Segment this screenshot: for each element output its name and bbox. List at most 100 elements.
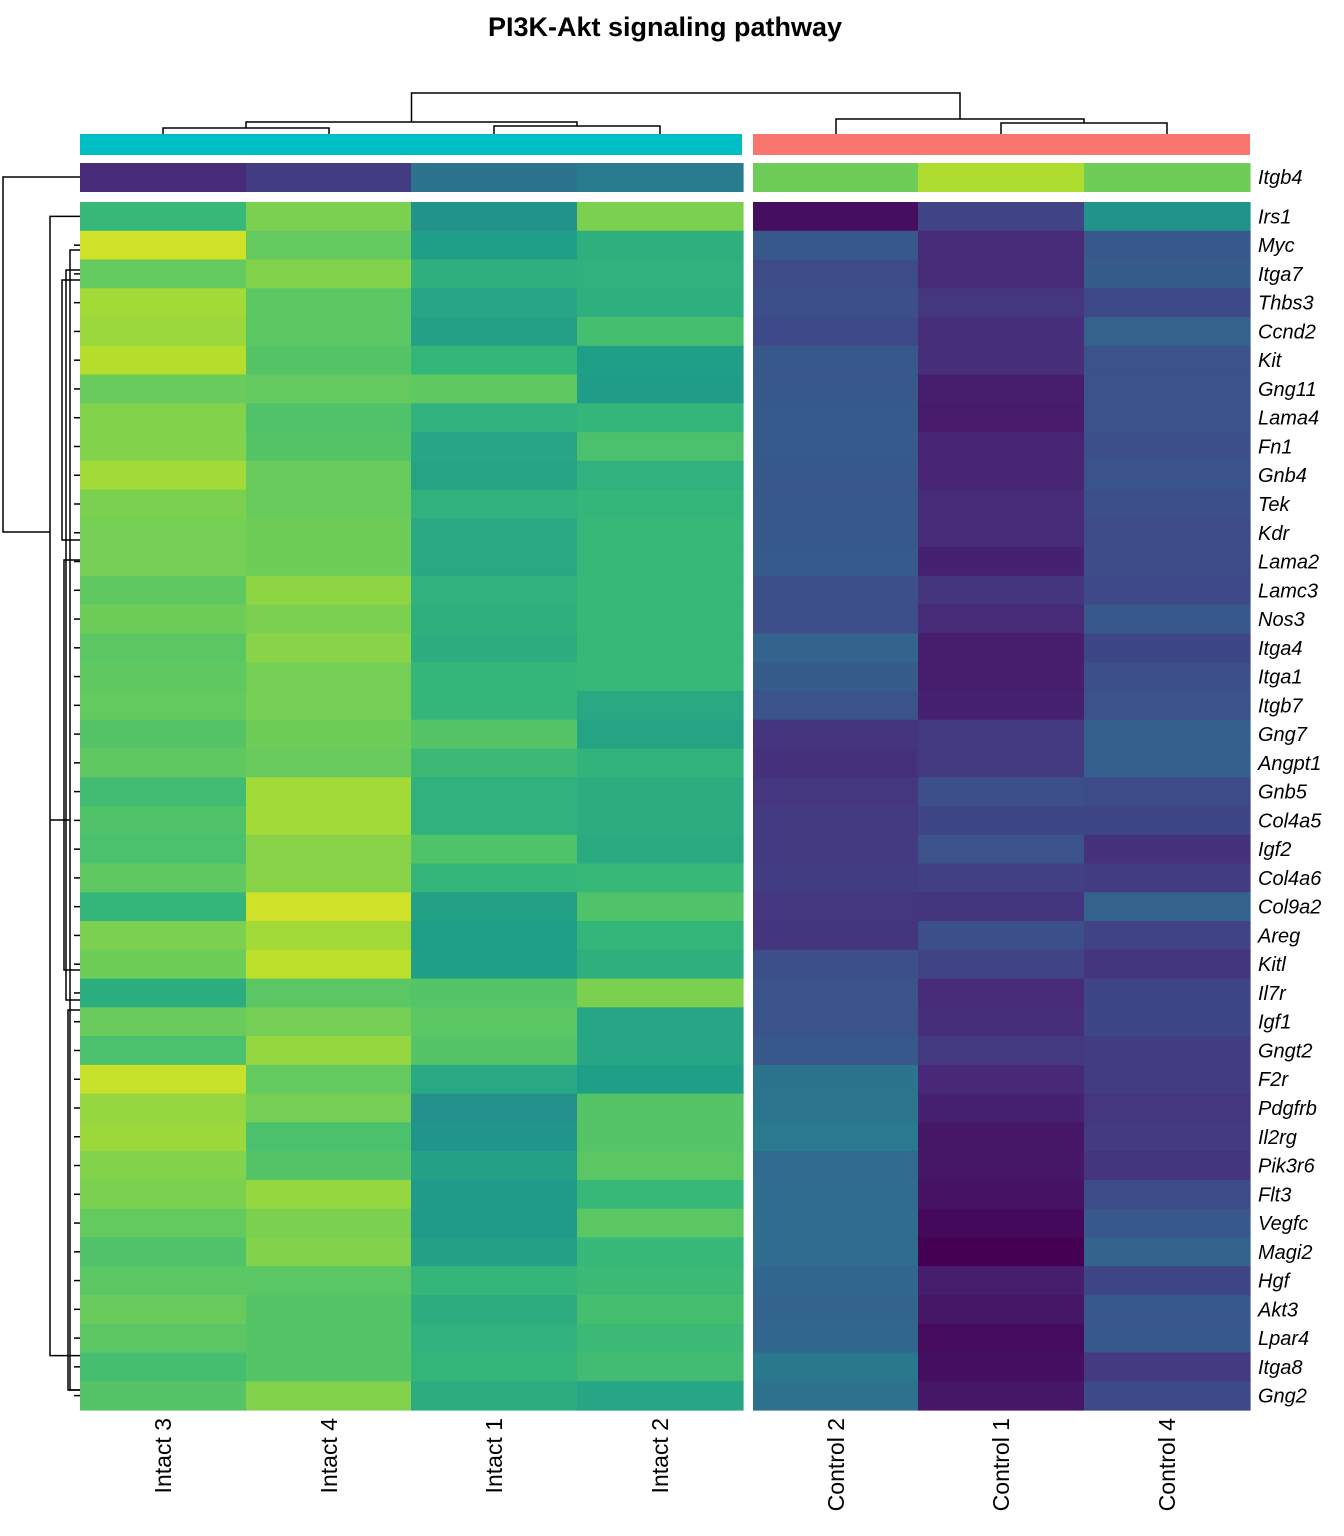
heatmap-cell xyxy=(753,460,920,491)
heatmap-cell xyxy=(577,690,744,721)
group-annotation-bars xyxy=(80,134,1250,155)
heatmap-cell xyxy=(753,518,920,548)
row-label: Gnb4 xyxy=(1258,465,1307,487)
row-label: Lama4 xyxy=(1258,408,1319,430)
heatmap-cell xyxy=(753,1036,920,1066)
heatmap-cell xyxy=(411,1122,578,1152)
heatmap-cell xyxy=(918,432,1085,462)
heatmap-cell xyxy=(1084,921,1251,951)
heatmap-cell xyxy=(577,460,744,491)
heatmap-cell xyxy=(411,518,578,548)
heatmap-cell xyxy=(918,518,1085,548)
heatmap-cell xyxy=(80,748,247,778)
column-label: Control 4 xyxy=(1154,1418,1180,1512)
column-label: Intact 2 xyxy=(647,1418,673,1493)
heatmap-cell xyxy=(918,662,1085,692)
heatmap-cell xyxy=(411,1237,578,1267)
chart-title: PI3K-Akt signaling pathway xyxy=(488,12,842,42)
row-label: Fn1 xyxy=(1258,436,1292,458)
heatmap-cell xyxy=(411,1179,578,1210)
row-label: Itga4 xyxy=(1258,638,1302,660)
row-label: Il2rg xyxy=(1258,1127,1297,1149)
heatmap-cell xyxy=(246,949,413,980)
heatmap-cell xyxy=(577,489,744,519)
heatmap-cell xyxy=(1084,777,1251,807)
heatmap-cell xyxy=(1084,748,1251,778)
heatmap-cell xyxy=(80,489,247,519)
heatmap-cell xyxy=(80,1237,247,1267)
heatmap-cell xyxy=(411,575,578,606)
row-labels: Itgb4 Irs1 Myc Itga7 Thbs3 Ccnd2 Kit Gng11 Lama4… xyxy=(1257,167,1322,1408)
heatmap-cell xyxy=(1084,1064,1251,1095)
heatmap-cell xyxy=(1084,1122,1251,1152)
heatmap-cell xyxy=(80,345,247,376)
heatmap-cell xyxy=(753,1381,920,1411)
heatmap-cell xyxy=(753,806,920,836)
heatmap-cell xyxy=(1084,978,1251,1008)
heatmap-cell xyxy=(918,317,1085,347)
heatmap-cell xyxy=(80,1151,247,1181)
heatmap-cell xyxy=(246,317,413,347)
heatmap-cell xyxy=(411,834,578,865)
heatmap-cell xyxy=(1084,259,1251,289)
heatmap-cell xyxy=(80,547,247,577)
heatmap-cell xyxy=(80,777,247,807)
heatmap-cell xyxy=(918,489,1085,519)
heatmap-cell xyxy=(411,288,578,318)
heatmap-cell xyxy=(577,662,744,692)
heatmap-cell xyxy=(80,1036,247,1066)
heatmap-cell xyxy=(577,1323,744,1354)
heatmap-cell xyxy=(411,374,578,404)
heatmap-cell xyxy=(80,604,247,635)
group-bar-2 xyxy=(753,134,1250,155)
heatmap-cell xyxy=(577,748,744,778)
heatmap-cell xyxy=(411,1294,578,1325)
heatmap-cell xyxy=(918,1122,1085,1152)
heatmap-cell xyxy=(753,1093,920,1123)
heatmap-cell xyxy=(246,1352,413,1382)
heatmap-cell xyxy=(80,317,247,347)
heatmap-cell xyxy=(411,892,578,922)
heatmap-cell xyxy=(246,748,413,778)
heatmap-cell xyxy=(918,806,1085,836)
heatmap-cell xyxy=(753,834,920,865)
row-label: Kdr xyxy=(1258,523,1290,545)
heatmap-cell xyxy=(1084,1208,1251,1239)
heatmap-cell xyxy=(1084,1237,1251,1267)
heatmap-cell xyxy=(1084,432,1251,462)
heatmap-cell xyxy=(753,1007,920,1037)
heatmap-cell xyxy=(80,1352,247,1382)
heatmap-cell xyxy=(918,834,1085,865)
heatmap-cell xyxy=(577,288,744,318)
heatmap-cell xyxy=(246,1151,413,1181)
heatmap-cell xyxy=(753,317,920,347)
heatmap-cell xyxy=(753,202,920,232)
heatmap-cell xyxy=(577,345,744,376)
heatmap-cell xyxy=(577,518,744,548)
row-label: Irs1 xyxy=(1258,206,1291,228)
heatmap-cell xyxy=(918,1151,1085,1181)
heatmap-cell xyxy=(411,1208,578,1239)
heatmap-cell xyxy=(918,1093,1085,1123)
heatmap-cell xyxy=(246,575,413,606)
heatmap-cell xyxy=(80,978,247,1008)
heatmap-cell xyxy=(411,1093,578,1123)
heatmap-cell xyxy=(246,1208,413,1239)
row-label: Flt3 xyxy=(1258,1184,1291,1206)
column-label: Intact 3 xyxy=(150,1418,176,1493)
heatmap-cell xyxy=(80,949,247,980)
row-label: Itgb7 xyxy=(1258,695,1303,717)
heatmap-cell xyxy=(577,949,744,980)
heatmap-cell xyxy=(577,834,744,865)
heatmap-cell xyxy=(918,163,1085,192)
column-label: Intact 1 xyxy=(481,1418,507,1493)
row-label: Lamc3 xyxy=(1258,580,1318,602)
heatmap-cell xyxy=(80,432,247,462)
heatmap-cell xyxy=(753,1151,920,1181)
heatmap-cell xyxy=(753,633,920,663)
heatmap-cell xyxy=(80,1122,247,1152)
dendrogram-link xyxy=(61,279,80,541)
heatmap-cell xyxy=(577,921,744,951)
heatmap-cell xyxy=(1084,1151,1251,1181)
heatmap-cell xyxy=(411,1381,578,1411)
